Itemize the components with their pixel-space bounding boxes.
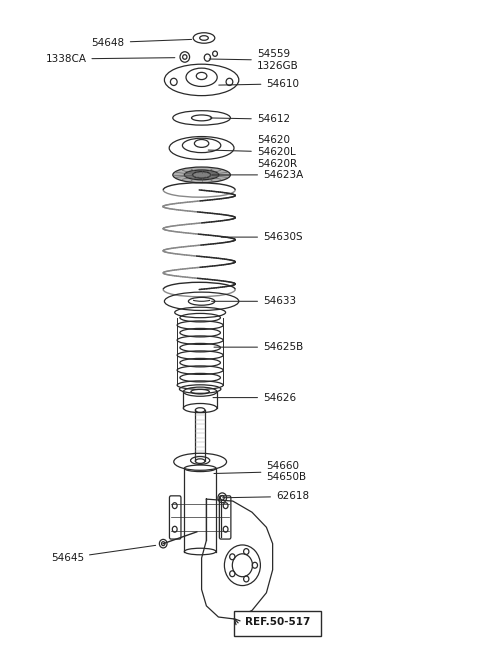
Text: 54630S: 54630S xyxy=(221,232,303,242)
Text: 54633: 54633 xyxy=(212,296,296,307)
Text: REF.50-517: REF.50-517 xyxy=(244,617,310,627)
Text: 54626: 54626 xyxy=(213,392,296,403)
Text: 54648: 54648 xyxy=(92,37,192,48)
Text: 54623A: 54623A xyxy=(212,170,303,180)
Text: 54660
54650B: 54660 54650B xyxy=(214,461,307,482)
Text: 54620
54620L
54620R: 54620 54620L 54620R xyxy=(208,136,297,168)
Ellipse shape xyxy=(184,170,219,180)
FancyBboxPatch shape xyxy=(234,611,321,636)
Ellipse shape xyxy=(173,167,230,183)
Text: 62618: 62618 xyxy=(223,491,309,502)
Text: 54625B: 54625B xyxy=(214,342,303,352)
Text: 54612: 54612 xyxy=(210,114,290,124)
Text: 54610: 54610 xyxy=(219,79,300,89)
Text: 54645: 54645 xyxy=(51,546,156,563)
Text: 54559
1326GB: 54559 1326GB xyxy=(209,50,299,71)
Text: 1338CA: 1338CA xyxy=(46,54,175,64)
